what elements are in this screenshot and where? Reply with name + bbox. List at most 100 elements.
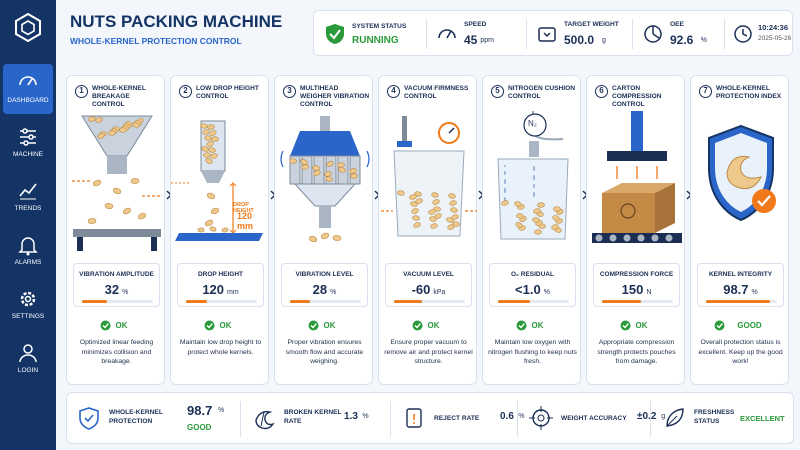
oee-value: 92.6 (670, 33, 694, 47)
step-status: OK (635, 321, 648, 330)
metric-label: VACUUM LEVEL (403, 271, 454, 278)
progress-track (186, 300, 257, 303)
icon (538, 27, 556, 42)
status-icon (516, 320, 527, 331)
metric-label: KERNEL INTEGRITY (708, 271, 773, 278)
nav-label: TRENDS (14, 205, 42, 212)
metric-box: VACUUM LEVEL -60 kPa (385, 263, 472, 307)
metric-value: <1.0% (515, 282, 550, 297)
step-title: VACUUM FIRMNESS CONTROL (404, 85, 469, 100)
summary-label: WEIGHT ACCURACY (561, 415, 627, 422)
step-card: 1 WHOLE-KERNEL BREAKAGE CONTROL VIBRATION … (66, 75, 165, 385)
metric-label: VIBRATION AMPLITUDE (79, 271, 154, 278)
summary-status: EXCELLENT (740, 414, 785, 423)
divider (724, 19, 725, 49)
nav-icon (19, 76, 37, 86)
metric-box: KERNEL INTEGRITY 98.7% (697, 263, 784, 307)
summary-icon (406, 408, 422, 428)
metric-value: 120 mm (202, 282, 239, 297)
image-label: DROP HEIGHT (233, 202, 254, 214)
metric-unit: % (751, 289, 758, 296)
step-description: Maintain low oxygen with nitrogen flushi… (488, 339, 577, 365)
illustration (708, 124, 776, 222)
nav-icon (20, 291, 36, 307)
metric-box: VIBRATION LEVEL 28% (281, 263, 368, 307)
summary-label: WHOLE-KERNEL PROTECTION (109, 409, 163, 425)
progress-track (82, 300, 153, 303)
metric-label: COMPRESSION FORCE (599, 271, 674, 278)
progress-track (498, 300, 569, 303)
progress-fill (290, 300, 310, 303)
nav-item[interactable]: TRENDS (3, 172, 53, 222)
metric-unit: % (122, 289, 129, 296)
summary-label: FRESHNESS STATUS (694, 409, 735, 425)
step-card: 6 CARTON COMPRESSION CONTROL COMPRESSION F… (586, 75, 685, 385)
nav-label: DASHBOARD (7, 97, 49, 104)
progress-track (290, 300, 361, 303)
step-card: 5 NITROGEN CUSHION CONTROL N₂ O₂ RESIDUAL <1… (482, 75, 581, 385)
logo (15, 12, 41, 42)
status-icon (308, 320, 319, 331)
nav-item[interactable]: LOGIN (3, 334, 53, 384)
steps: 1 WHOLE-KERNEL BREAKAGE CONTROL VIBRATION … (66, 75, 794, 385)
summary-icon (255, 410, 275, 430)
app-title: NUTS PACKING MACHINE (70, 12, 283, 31)
step-number: 2 (179, 85, 192, 98)
metric-unit: N (646, 289, 652, 296)
metric-label: VIBRATION LEVEL (295, 271, 354, 278)
divider (632, 19, 633, 49)
progress-track (394, 300, 465, 303)
step-title: MULTIHEAD WEIGHER VIBRATION CONTROL (300, 85, 370, 108)
progress-track (706, 300, 777, 303)
metric-unit: % (543, 289, 550, 296)
summary-value: 98.7 (187, 403, 213, 418)
summary-icon (529, 406, 553, 430)
nav-item[interactable]: DASHBOARD (3, 64, 53, 114)
summary-unit: % (362, 413, 369, 420)
image-label: N₂ (528, 119, 537, 128)
divider (650, 401, 651, 437)
image-label: 120 mm (237, 211, 254, 231)
status-label: SYSTEM STATUS (352, 23, 407, 30)
metric-unit: mm (227, 289, 239, 296)
icon (734, 25, 752, 43)
step-title: WHOLE-KERNEL PROTECTION INDEX (716, 85, 782, 100)
nav-item[interactable]: MACHINE (3, 118, 53, 168)
progress-fill (602, 300, 642, 303)
illustration (171, 120, 263, 241)
nav-item[interactable]: SETTINGS (3, 280, 53, 330)
metric-unit: kPa (433, 289, 446, 296)
speed-value: 45 (464, 33, 478, 47)
nav-icon (19, 344, 37, 363)
progress-fill (706, 300, 770, 303)
illustration (280, 116, 370, 243)
metric-value: 150 N (621, 282, 652, 297)
step-title: LOW DROP HEIGHT CONTROL (196, 85, 259, 100)
step-card: 2 LOW DROP HEIGHT CONTROL DROP HEIGHT 120 m… (170, 75, 269, 385)
step-number: 1 (75, 85, 88, 98)
metric-box: COMPRESSION FORCE 150 N (593, 263, 680, 307)
metric-unit: % (330, 289, 337, 296)
clock-date: 2025-05-26 (758, 35, 792, 42)
progress-track (602, 300, 673, 303)
step-status: OK (427, 321, 440, 330)
icon (438, 29, 456, 39)
step-card: 4 VACUUM FIRMNESS CONTROL VACUUM LEVEL -60 k… (378, 75, 477, 385)
status-icon (100, 320, 111, 331)
step-description: Proper vibration ensures smooth flow and… (285, 339, 364, 365)
summary-icon (79, 407, 99, 430)
clock-time: 10:24:36 (758, 23, 789, 32)
metric-value: -60 kPa (411, 282, 446, 297)
step-status: OK (323, 321, 336, 330)
metric-box: O₂ RESIDUAL <1.0% (489, 263, 576, 307)
summary-unit: % (218, 407, 225, 414)
icon (326, 24, 344, 44)
step-description: Maintain low drop height to protect whol… (179, 339, 262, 356)
step-card: 3 MULTIHEAD WEIGHER VIBRATION CONTROL VIBR… (274, 75, 373, 385)
nav-item[interactable]: ALARMS (3, 226, 53, 276)
status-icon (412, 320, 423, 331)
metric-box: VIBRATION AMPLITUDE 32% (73, 263, 160, 307)
illustration (381, 116, 477, 237)
summary-status: GOOD (187, 423, 212, 432)
step-card: 7 WHOLE-KERNEL PROTECTION INDEX KERNEL INT… (690, 75, 789, 385)
